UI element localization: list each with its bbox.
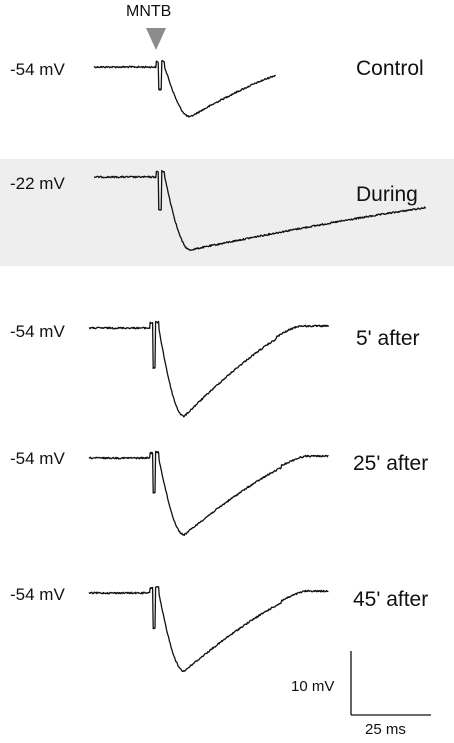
condition-label: Control [356,57,424,80]
trace-line [88,585,329,673]
stimulus-marker-icon [146,28,166,50]
scale-bar-voltage-label: 10 mV [291,678,335,695]
trace-group [88,59,427,673]
condition-label: During [356,183,418,206]
condition-label: 45' after [353,588,429,611]
condition-label: 25' after [353,452,429,475]
stimulus-label: MNTB [126,3,172,20]
holding-potential-label: -54 mV [10,449,65,468]
trace-line [88,450,329,536]
holding-potential-label: -22 mV [10,174,65,193]
scale-bar-time-label: 25 ms [365,721,406,738]
holding-potential-label: -54 mV [10,585,65,604]
trace-line [88,320,329,418]
holding-potential-label: -54 mV [10,322,65,341]
during-highlight-band [0,159,454,266]
trace-line [93,169,427,251]
holding-potential-label: -54 mV [10,60,65,79]
condition-label: 5' after [356,327,420,350]
scale-bar [350,651,431,716]
trace-line [93,59,276,118]
